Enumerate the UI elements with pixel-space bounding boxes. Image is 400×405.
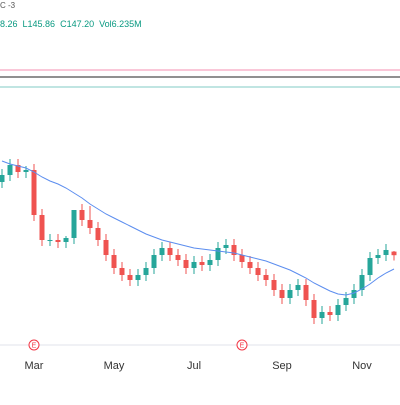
candle-body [79,210,85,220]
candle-body [383,250,389,255]
candle-body [359,275,365,290]
ticker: C -3 [0,1,16,10]
event-marker: E [28,339,40,351]
candle-body [71,210,77,238]
candle-body [239,255,245,262]
candle-body [255,268,261,275]
x-tick-label: Nov [352,360,372,372]
ohlc-header: 8.26 L145.86 C147.20 Vol6.235M [0,19,142,29]
candle-body [351,290,357,298]
event-badge [236,339,248,351]
candle-body [343,298,349,305]
moving-average [1,160,395,296]
candle-body [119,268,125,275]
candle-body [111,255,117,268]
x-tick-label: May [104,360,125,372]
candle-body [183,260,189,268]
candle-body [247,262,253,268]
candle-body [263,275,269,280]
event-marker: E [236,339,248,351]
x-tick-label: Sep [272,360,292,372]
candle-body [23,170,29,172]
header-value: Vol6.235M [99,19,142,29]
candle-body [335,305,341,315]
candle-body [215,248,221,260]
candle-body [167,248,173,255]
candle-body [367,258,373,275]
header-value: C147.20 [60,19,95,29]
candle-body [87,220,93,228]
candle-body [303,285,309,300]
candle-body [207,260,213,265]
event-label: E [240,342,245,349]
candle-body [231,245,237,255]
header-value: 8.26 [0,19,18,29]
candle-body [287,290,293,298]
candle-body [159,248,165,255]
candle-body [103,240,109,255]
candle-body [135,275,141,280]
event-label: E [32,342,37,349]
candle-body [295,285,301,290]
candle-body [39,215,45,240]
candle-body [15,165,21,172]
candle-body [63,238,69,242]
candle-body [223,245,229,248]
candle-body [375,255,381,258]
candle-body [151,255,157,268]
candle-body [0,175,5,182]
candle-body [199,262,205,265]
candle-body [143,268,149,275]
candle-body [55,240,61,242]
candle-body [175,255,181,260]
event-badge [28,339,40,351]
candle-body [191,262,197,268]
candle-body [319,312,325,318]
candle-body [31,170,37,215]
candle-body [95,228,101,240]
candle-body [311,300,317,318]
x-tick-label: Mar [25,360,44,372]
x-tick-label: Jul [187,360,201,372]
candle-body [279,290,285,298]
candle-body [47,240,53,241]
candle-body [271,280,277,290]
candle-body [7,165,13,175]
candle-body [391,251,397,256]
header-value: L145.86 [22,19,56,29]
candle-body [327,312,333,315]
candle-body [127,275,133,280]
